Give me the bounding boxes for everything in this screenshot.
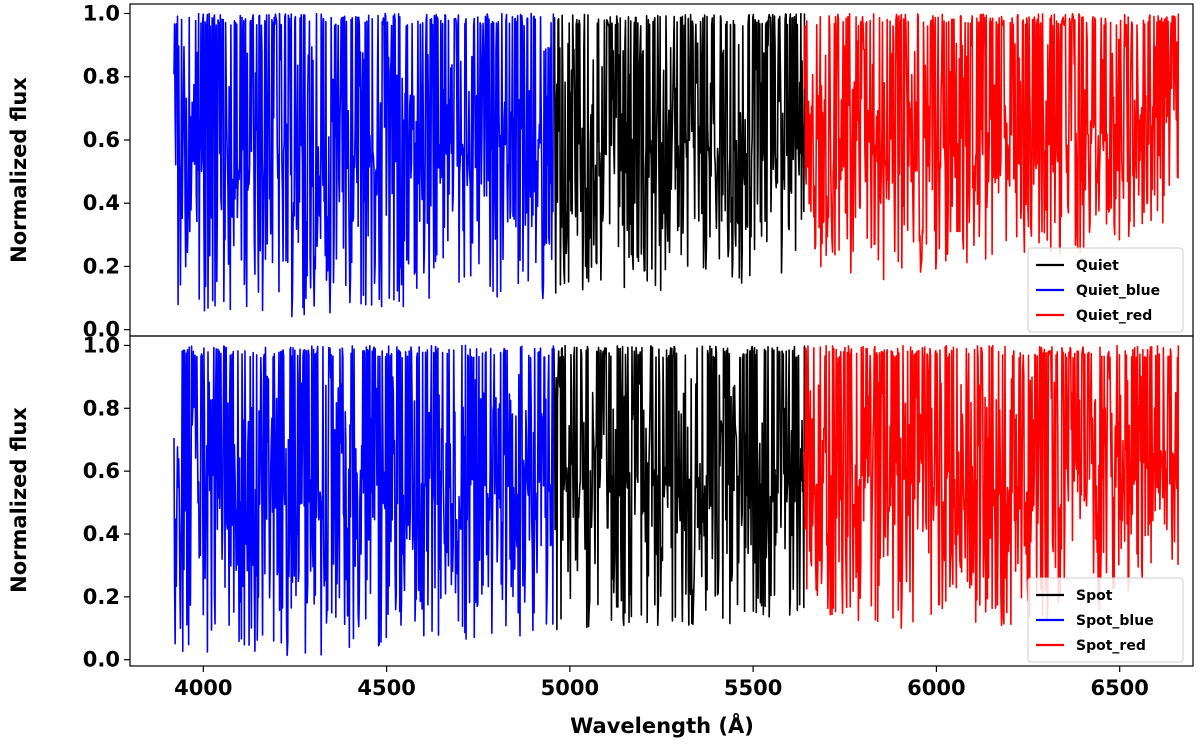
- top-series-quiet-red-line: [803, 12, 1180, 281]
- bottom-legend: Spot Spot_blue Spot_red: [1027, 577, 1184, 663]
- bottom-series-spot-blue-line: [173, 344, 555, 657]
- top-series-quiet-line: [552, 12, 806, 294]
- top-ticks-group: 0.0 0.2 0.4 0.6 0.8 1.0: [83, 1, 130, 342]
- top-series-group: [173, 12, 1180, 318]
- bottom-legend-label: Spot_blue: [1076, 613, 1154, 629]
- top-y-tick-label: 0.8: [83, 65, 120, 89]
- bottom-y-tick-label: 0.8: [83, 396, 120, 420]
- top-legend-label: Quiet: [1076, 258, 1119, 274]
- bottom-x-tick-label: 5000: [541, 676, 599, 700]
- top-y-tick-label: 0.0: [83, 318, 120, 342]
- top-legend: Quiet Quiet_blue Quiet_red: [1027, 247, 1184, 333]
- bottom-ticks-group: 0.0 0.2 0.4 0.6 0.8 1.0 4000 4500 5000 5500 6000 65…: [83, 333, 1149, 700]
- bottom-series-spot-line: [552, 344, 806, 631]
- bottom-x-tick-label: 6000: [907, 676, 965, 700]
- top-y-tick-label: 1.0: [83, 1, 120, 25]
- bottom-panel-frame: [129, 335, 1194, 667]
- bottom-y-tick-label: 0.2: [83, 585, 120, 609]
- top-legend-box: [1027, 247, 1184, 333]
- top-y-tick-label: 0.4: [83, 191, 120, 215]
- bottom-x-tick-label: 5500: [724, 676, 782, 700]
- top-legend-label: Quiet_blue: [1076, 283, 1160, 299]
- top-y-axis-title: Normalized flux: [7, 77, 31, 263]
- bottom-y-tick-label: 0.0: [83, 648, 120, 672]
- bottom-x-tick-label: 4500: [357, 676, 415, 700]
- bottom-y-tick-label: 0.4: [83, 522, 120, 546]
- bottom-legend-label: Spot_red: [1076, 638, 1146, 654]
- bottom-y-tick-label: 0.6: [83, 459, 120, 483]
- bottom-legend-box: [1027, 577, 1184, 663]
- bottom-y-axis-title: Normalized flux: [7, 407, 31, 593]
- x-axis-title: Wavelength (Å): [570, 713, 754, 738]
- bottom-series-spot-red-line: [803, 344, 1180, 629]
- bottom-panel: 0.0 0.2 0.4 0.6 0.8 1.0 4000 4500 5000 5500 6000 65…: [83, 333, 1194, 700]
- bottom-legend-label: Spot: [1076, 588, 1113, 604]
- bottom-x-tick-label: 4000: [174, 676, 232, 700]
- top-legend-label: Quiet_red: [1076, 308, 1152, 324]
- bottom-x-tick-label: 6500: [1090, 676, 1148, 700]
- top-series-quiet-blue-line: [173, 12, 555, 318]
- top-y-tick-label: 0.6: [83, 128, 120, 152]
- top-panel: 0.0 0.2 0.4 0.6 0.8 1.0 Quiet Quiet_blue Quiet_…: [83, 1, 1194, 342]
- bottom-y-tick-label: 1.0: [83, 333, 120, 357]
- top-y-tick-label: 0.2: [83, 254, 120, 278]
- bottom-series-group: [173, 344, 1180, 657]
